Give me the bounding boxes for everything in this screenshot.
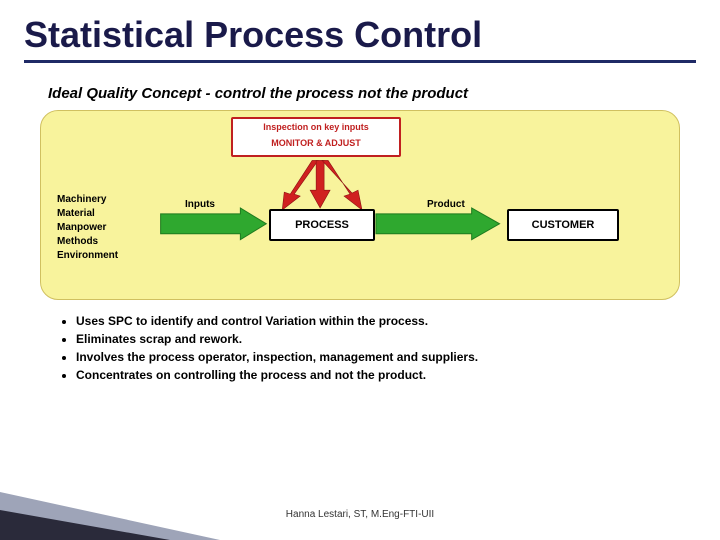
corner-wedge bbox=[0, 470, 260, 540]
monitor-line1: Inspection on key inputs bbox=[233, 121, 399, 135]
red-arrows bbox=[282, 160, 362, 209]
list-item: Uses SPC to identify and control Variati… bbox=[76, 314, 720, 328]
label-product: Product bbox=[427, 199, 465, 210]
subtitle: Ideal Quality Concept - control the proc… bbox=[0, 63, 720, 102]
page-title: Statistical Process Control bbox=[0, 0, 720, 56]
customer-box: CUSTOMER bbox=[507, 209, 619, 241]
monitor-line2: MONITOR & ADJUST bbox=[233, 137, 399, 151]
factor-item: Methods bbox=[57, 235, 118, 249]
list-item: Involves the process operator, inspectio… bbox=[76, 350, 720, 364]
arrow-inputs bbox=[161, 208, 267, 240]
factors-list: Machinery Material Manpower Methods Envi… bbox=[57, 193, 118, 263]
factor-item: Manpower bbox=[57, 221, 118, 235]
diagram-panel: Inspection on key inputs MONITOR & ADJUS… bbox=[40, 110, 680, 300]
list-item: Eliminates scrap and rework. bbox=[76, 332, 720, 346]
factor-item: Environment bbox=[57, 249, 118, 263]
factor-item: Material bbox=[57, 207, 118, 221]
arrow-product bbox=[376, 208, 500, 240]
list-item: Concentrates on controlling the process … bbox=[76, 368, 720, 382]
factor-item: Machinery bbox=[57, 193, 118, 207]
bullet-list: Uses SPC to identify and control Variati… bbox=[62, 314, 720, 382]
footer-credit: Hanna Lestari, ST, M.Eng-FTI-UII bbox=[0, 509, 720, 520]
monitor-box: Inspection on key inputs MONITOR & ADJUS… bbox=[231, 117, 401, 157]
label-inputs: Inputs bbox=[185, 199, 215, 210]
process-box: PROCESS bbox=[269, 209, 375, 241]
